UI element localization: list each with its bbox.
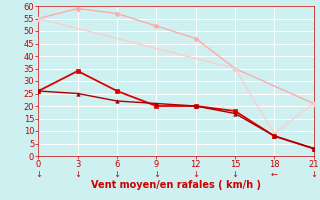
Text: ↓: ↓ (310, 170, 317, 179)
Text: ↓: ↓ (114, 170, 121, 179)
Text: ↓: ↓ (192, 170, 199, 179)
Text: ←: ← (271, 170, 278, 179)
Text: ↓: ↓ (74, 170, 81, 179)
X-axis label: Vent moyen/en rafales ( km/h ): Vent moyen/en rafales ( km/h ) (91, 180, 261, 190)
Text: ↓: ↓ (35, 170, 42, 179)
Text: ↓: ↓ (231, 170, 238, 179)
Text: ↓: ↓ (153, 170, 160, 179)
